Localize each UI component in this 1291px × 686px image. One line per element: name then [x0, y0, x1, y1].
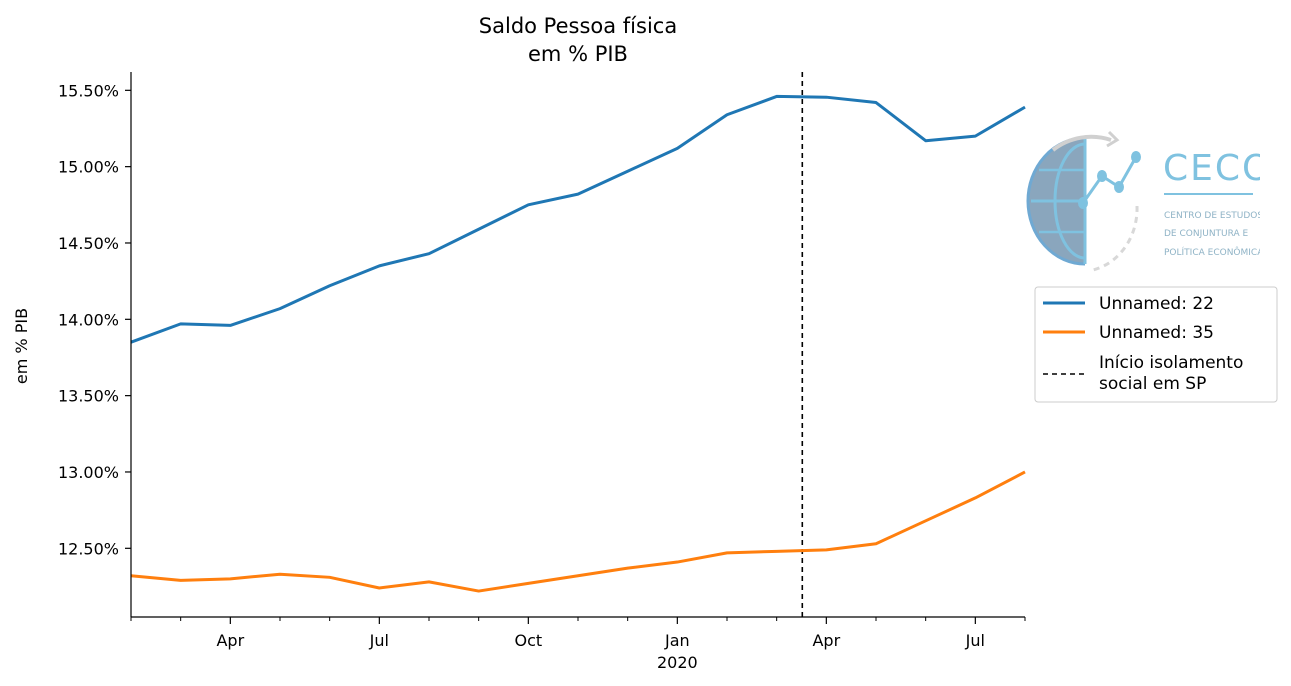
- x-tick-label: Apr: [216, 631, 244, 650]
- arrow-head-icon: [1106, 130, 1120, 148]
- dashed-arc-icon: [1092, 205, 1139, 272]
- x-tick-label: Jul: [369, 631, 389, 650]
- logo-subtitle-line-1: CENTRO DE ESTUDOS: [1164, 211, 1260, 221]
- x-tick-label: Oct: [514, 631, 542, 650]
- logo-brand-text: CECON: [1163, 148, 1260, 189]
- y-tick-label: 15.00%: [58, 158, 119, 177]
- arrow-arc-icon: [1051, 134, 1112, 152]
- y-tick-label: 13.50%: [58, 387, 119, 406]
- y-tick-label: 14.50%: [58, 234, 119, 253]
- axes-frame: [130, 72, 1025, 618]
- y-tick-label: 14.00%: [58, 310, 119, 329]
- x-axis: Apr Jul Oct Jan 2020 Apr Jul: [130, 617, 1026, 672]
- logo-subtitle-line-2: DE CONJUNTURA E: [1164, 229, 1249, 239]
- globe-icon: [1026, 136, 1087, 266]
- chart-title: Saldo Pessoa física em % PIB: [479, 14, 677, 66]
- x-tick-label: Jan: [664, 631, 690, 650]
- legend-label-series-2: Unnamed: 35: [1099, 323, 1214, 343]
- chart-title-line-2: em % PIB: [528, 42, 628, 66]
- trend-line-icon: [1078, 151, 1141, 209]
- series-line-2: [130, 470, 1026, 593]
- x-tick-label: Jul: [965, 631, 985, 650]
- legend-label-isolation-line-1: Início isolamento: [1099, 353, 1243, 373]
- chart-title-line-1: Saldo Pessoa física: [479, 14, 677, 38]
- legend-label-series-1: Unnamed: 22: [1099, 294, 1214, 314]
- legend: Unnamed: 22 Unnamed: 35 Início isolament…: [1034, 286, 1278, 403]
- legend-label-isolation-line-2: social em SP: [1099, 374, 1206, 394]
- legend-box: [1034, 286, 1278, 403]
- x-tick-year-label: 2020: [657, 653, 698, 672]
- cecon-logo: CECON CENTRO DE ESTUDOS DE CONJUNTURA E …: [1026, 130, 1260, 272]
- x-tick-label: Apr: [812, 631, 840, 650]
- y-tick-label: 13.00%: [58, 463, 119, 482]
- series-line-1: [130, 94, 1026, 344]
- y-axis: 12.50% 13.00% 13.50% 14.00% 14.50% 15.00% 15.5…: [58, 81, 131, 558]
- logo-subtitle-line-3: POLÍTICA ECONÔMICA: [1164, 246, 1260, 258]
- series-layer: [130, 94, 1026, 593]
- y-tick-label: 15.50%: [58, 81, 119, 100]
- y-tick-label: 12.50%: [58, 539, 119, 558]
- y-axis-label: em % PIB: [12, 308, 31, 384]
